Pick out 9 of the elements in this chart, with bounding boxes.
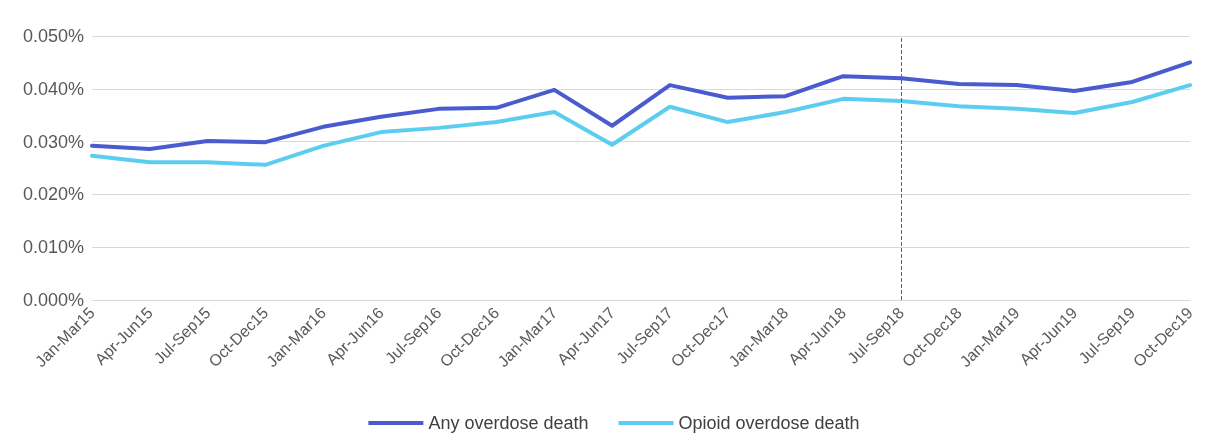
y-tick-label: 0.040%: [22, 78, 84, 99]
y-tick-label: 0.050%: [22, 26, 84, 46]
legend-label: Opioid overdose death: [678, 413, 860, 433]
legend-label: Any overdose death: [428, 413, 589, 433]
y-tick-label: 0.000%: [22, 290, 84, 310]
y-tick-label: 0.020%: [22, 184, 84, 205]
line-series: [90, 83, 1192, 167]
y-tick-label: 0.010%: [22, 237, 84, 258]
y-tick-label: 0.030%: [22, 131, 84, 152]
